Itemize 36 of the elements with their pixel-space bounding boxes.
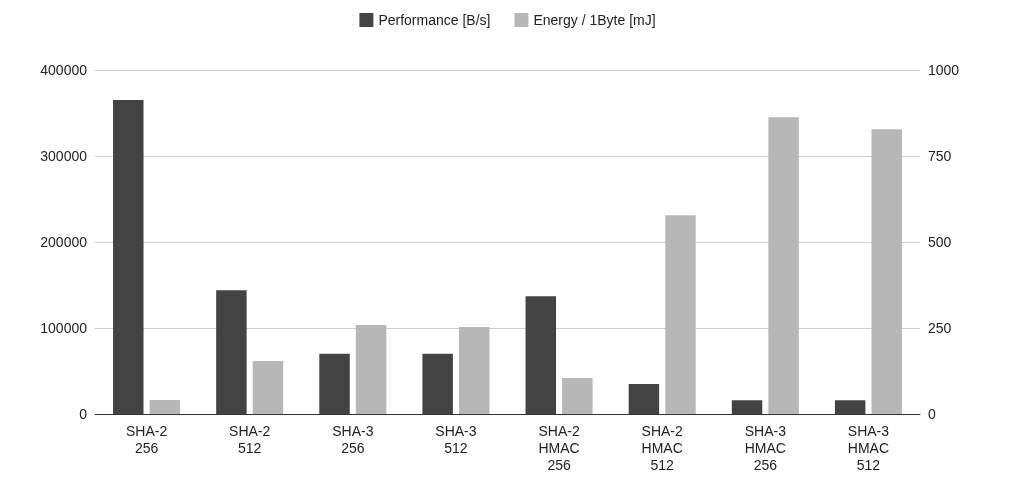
x-tick-label: SHA-2 HMAC 512 (641, 422, 684, 473)
y-tick-label: 100000 (40, 320, 88, 336)
bar (149, 399, 181, 414)
bar (319, 353, 350, 414)
bar (216, 290, 247, 414)
bar (834, 400, 866, 414)
bar (355, 324, 387, 414)
bar (525, 296, 557, 414)
bar (665, 215, 696, 414)
bar (252, 361, 284, 414)
y-tick-label: 0 (79, 406, 88, 422)
y2-tick-label: 0 (928, 406, 936, 422)
x-tick-label: SHA-2 512 (229, 422, 271, 456)
x-tick-label: SHA-3 512 (435, 422, 477, 456)
y-tick-label: 400000 (40, 62, 88, 78)
bar (562, 377, 593, 414)
x-tick-label: SHA-3 HMAC 256 (744, 422, 787, 473)
legend-label: Energy / 1Byte [mJ] (533, 12, 656, 28)
x-tick-label: SHA-2 HMAC 256 (538, 422, 580, 473)
bar (628, 383, 660, 414)
bar (458, 326, 490, 414)
bar (422, 353, 453, 414)
bar (113, 100, 144, 414)
bar (871, 129, 902, 414)
y2-tick-label: 750 (928, 148, 952, 164)
y-tick-label: 200000 (40, 234, 88, 250)
bar (768, 117, 799, 414)
bar (731, 400, 763, 414)
legend-label: Performance [B/s] (378, 12, 491, 28)
y2-tick-label: 500 (928, 234, 952, 250)
x-tick-label: SHA-2 256 (125, 422, 168, 456)
y2-tick-label: 1000 (928, 62, 960, 78)
y-tick-label: 300000 (40, 148, 88, 164)
y2-tick-label: 250 (928, 320, 952, 336)
x-tick-label: SHA-3 HMAC 512 (847, 422, 890, 473)
x-tick-label: SHA-3 256 (332, 422, 374, 456)
